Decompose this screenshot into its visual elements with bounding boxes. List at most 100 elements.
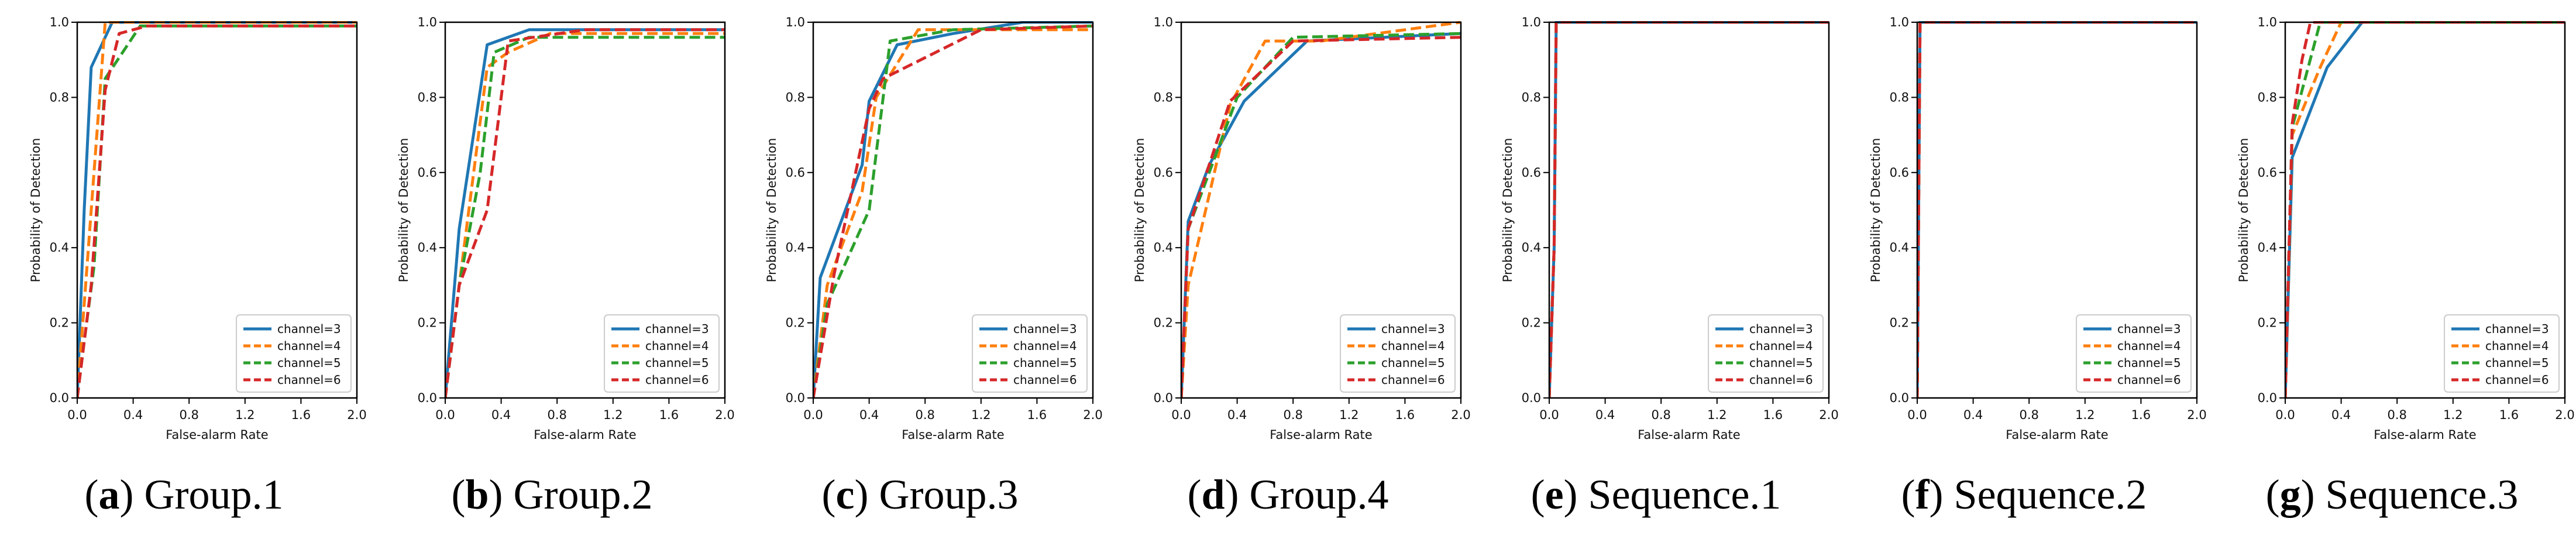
y-tick-label: 1.0	[786, 15, 805, 29]
legend-label: channel=6	[2485, 373, 2549, 387]
caption-letter: f	[1915, 471, 1930, 518]
x-axis-label: False-alarm Rate	[2006, 428, 2108, 442]
y-axis-label: Probability of Detection	[1133, 138, 1147, 283]
legend-label: channel=3	[1749, 322, 1813, 336]
x-tick-label: 2.0	[1083, 408, 1102, 422]
caption-letter: b	[465, 471, 489, 518]
x-tick-label: 0.8	[1651, 408, 1670, 422]
legend-label: channel=6	[2117, 373, 2181, 387]
x-tick-label: 0.0	[1539, 408, 1559, 422]
caption-title: Sequence.1	[1588, 471, 1781, 518]
x-tick-label: 0.0	[1907, 408, 1927, 422]
chart-panel-b: 0.0 0.4 0.8 1.2 1.6 2.0 0.0 0.2 0.4 0.6 0.8 1.0 Fals…	[397, 15, 735, 442]
y-tick-label: 1.0	[50, 15, 69, 29]
caption-open-paren: (	[821, 471, 836, 518]
x-tick-label: 2.0	[1451, 408, 1470, 422]
y-tick-label: 0.8	[418, 90, 437, 104]
x-tick-label: 2.0	[1819, 408, 1838, 422]
y-tick-label: 0.6	[1154, 166, 1173, 180]
series-line-channel-6	[1181, 36, 1461, 399]
axes-frame	[1916, 21, 2198, 399]
y-axis-label: Probability of Detection	[397, 138, 411, 283]
legend-label: channel=6	[645, 373, 709, 387]
legend: channel=3 channel=4 channel=5 channel=6	[604, 314, 720, 393]
y-axis-label: Probability of Detection	[2237, 138, 2251, 283]
x-tick-label: 1.2	[2075, 408, 2094, 422]
x-axis-label: False-alarm Rate	[166, 428, 268, 442]
y-tick-label: 0.2	[1154, 316, 1173, 330]
legend-label: channel=6	[1013, 373, 1077, 387]
legend: channel=3 channel=4 channel=5 channel=6	[2076, 314, 2192, 393]
axes-frame	[2284, 21, 2566, 399]
legend-label: channel=3	[1381, 322, 1445, 336]
y-tick-label: 0.0	[50, 391, 69, 405]
x-tick-label: 0.4	[1963, 408, 1983, 422]
x-axis-label: False-alarm Rate	[534, 428, 636, 442]
x-tick-label: 0.0	[67, 408, 87, 422]
x-axis-label: False-alarm Rate	[1638, 428, 1740, 442]
caption-open-paren: (	[1531, 471, 1545, 518]
x-tick-label: 2.0	[715, 408, 734, 422]
x-tick-label: 1.2	[603, 408, 622, 422]
legend-label: channel=4	[1749, 339, 1813, 353]
caption-title: Sequence.3	[2325, 471, 2519, 518]
legend-label: channel=5	[2485, 356, 2549, 370]
legend: channel=3 channel=4 channel=5 channel=6	[2444, 314, 2560, 393]
y-tick-label: 0.0	[418, 391, 437, 405]
series-line-channel-3	[813, 21, 1093, 399]
y-tick-label: 0.6	[1890, 166, 1909, 180]
y-tick-label: 0.6	[786, 166, 805, 180]
caption-title: Group.1	[144, 471, 284, 518]
y-tick-label: 0.8	[50, 90, 69, 104]
chart-panel-f: 0.0 0.4 0.8 1.2 1.6 2.0 0.0 0.2 0.4 0.6 0.8 1.0 Fals…	[1869, 15, 2207, 442]
x-tick-label: 0.0	[2275, 408, 2295, 422]
x-axis-label: False-alarm Rate	[1270, 428, 1372, 442]
legend-label: channel=6	[1381, 373, 1445, 387]
panel-caption: (b) Group.2	[368, 462, 736, 527]
panel-caption: (c) Group.3	[736, 462, 1104, 527]
caption-close-paren: )	[119, 471, 145, 518]
caption-close-paren: )	[1563, 471, 1588, 518]
x-tick-label: 0.4	[2331, 408, 2351, 422]
y-tick-label: 0.4	[1890, 241, 1909, 255]
x-tick-label: 1.2	[1339, 408, 1358, 422]
x-tick-label: 0.0	[803, 408, 823, 422]
y-tick-label: 0.2	[786, 316, 805, 330]
y-tick-label: 0.4	[786, 241, 805, 255]
x-axis-label: False-alarm Rate	[2374, 428, 2476, 442]
caption-letter: g	[2279, 471, 2301, 518]
x-tick-label: 0.8	[1283, 408, 1302, 422]
y-tick-label: 0.0	[1890, 391, 1909, 405]
x-tick-label: 0.8	[2019, 408, 2038, 422]
x-tick-label: 1.2	[971, 408, 990, 422]
x-tick-label: 1.6	[291, 408, 311, 422]
legend-label: channel=3	[2485, 322, 2549, 336]
caption-letter: c	[835, 471, 855, 518]
y-tick-label: 0.6	[1522, 166, 1541, 180]
x-tick-label: 0.8	[915, 408, 934, 422]
x-tick-label: 2.0	[2555, 408, 2574, 422]
x-tick-label: 1.6	[1027, 408, 1047, 422]
y-tick-label: 1.0	[1890, 15, 1909, 29]
caption-close-paren: )	[1929, 471, 1954, 518]
legend-label: channel=4	[1381, 339, 1445, 353]
x-tick-label: 0.8	[547, 408, 566, 422]
panel-caption: (g) Sequence.3	[2208, 462, 2576, 527]
x-tick-label: 2.0	[2187, 408, 2206, 422]
panel-caption: (a) Group.1	[0, 462, 368, 527]
caption-open-paren: (	[1187, 471, 1202, 518]
legend-label: channel=3	[645, 322, 709, 336]
legend-label: channel=4	[645, 339, 709, 353]
y-tick-label: 0.8	[1890, 90, 1909, 104]
y-tick-label: 1.0	[2258, 15, 2277, 29]
x-tick-label: 0.4	[859, 408, 879, 422]
caption-letter: e	[1545, 471, 1564, 518]
axes-frame	[1180, 21, 1462, 399]
legend-label: channel=5	[1381, 356, 1445, 370]
y-tick-label: 0.2	[2258, 316, 2277, 330]
y-tick-label: 0.0	[786, 391, 805, 405]
x-tick-label: 0.8	[2387, 408, 2406, 422]
caption-open-paren: (	[84, 471, 99, 518]
series-line-channel-6	[813, 24, 1093, 399]
